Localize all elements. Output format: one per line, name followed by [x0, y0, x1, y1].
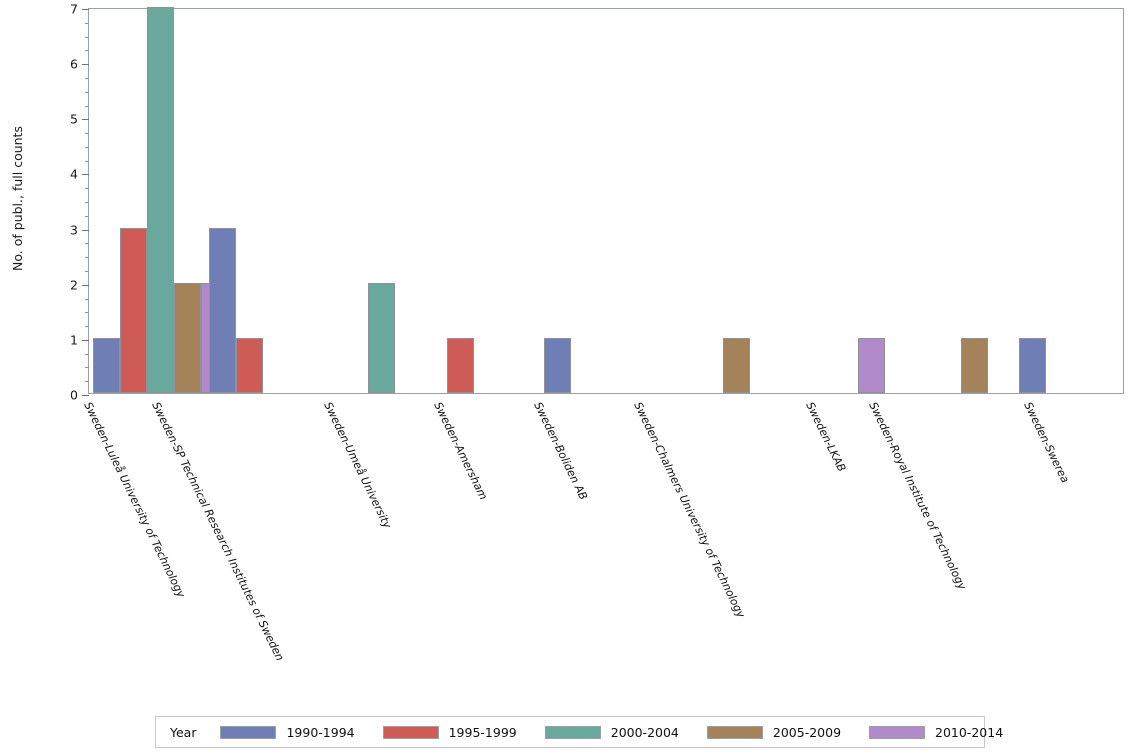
- bar[interactable]: [93, 337, 120, 393]
- x-axis-tick-label: Sweden-Royal Institute of Technology: [866, 400, 969, 592]
- y-axis-major-tick: [82, 284, 89, 286]
- legend-item[interactable]: 2010-2014: [869, 725, 1003, 740]
- y-axis-minor-tick: [85, 202, 89, 203]
- y-axis-minor-tick: [85, 257, 89, 259]
- bar[interactable]: [174, 282, 201, 393]
- y-axis-minor-tick: [85, 105, 89, 107]
- y-axis-minor-tick: [85, 312, 89, 314]
- legend-item[interactable]: 1990-1994: [220, 724, 355, 740]
- y-axis-minor-tick: [85, 22, 89, 24]
- bar[interactable]: [858, 337, 885, 393]
- y-axis-tick-label: 5: [70, 111, 78, 127]
- legend-item-label: 2005-2009: [772, 724, 842, 740]
- legend-item-label: 2010-2014: [935, 724, 1004, 740]
- y-axis-tick-label: 6: [70, 56, 78, 72]
- x-axis-tick-label: Sweden-Amersham: [431, 400, 490, 502]
- legend-title: Year: [170, 724, 197, 740]
- y-axis-tick-label: 7: [70, 1, 78, 17]
- bar[interactable]: [961, 337, 988, 393]
- legend-color-swatch: [544, 725, 601, 739]
- x-axis-tick-label: Sweden-Umeå University: [321, 400, 394, 531]
- legend-item-label: 2000-2004: [610, 724, 679, 740]
- x-axis-tick-label: Sweden-Swerea: [1021, 400, 1072, 485]
- y-axis-major-tick: [82, 339, 89, 341]
- x-axis-tick-label: Sweden-Chalmers University of Technology: [631, 400, 748, 620]
- bar[interactable]: [120, 227, 147, 393]
- y-axis-minor-tick: [85, 353, 89, 355]
- bar[interactable]: [447, 337, 474, 393]
- bar[interactable]: [723, 337, 750, 393]
- bar[interactable]: [147, 7, 174, 393]
- legend-color-swatch: [706, 725, 763, 739]
- bar[interactable]: [1019, 337, 1046, 393]
- legend-color-swatch: [220, 725, 277, 739]
- legend-item-label: 1995-1999: [448, 724, 517, 740]
- legend-item[interactable]: 1995-1999: [382, 724, 517, 740]
- y-axis-minor-tick: [85, 215, 89, 217]
- y-axis-minor-tick: [85, 298, 89, 300]
- bar[interactable]: [368, 282, 395, 393]
- y-axis-major-tick: [82, 395, 89, 396]
- y-axis-minor-tick: [85, 133, 89, 135]
- legend-item-label: 1990-1994: [286, 724, 355, 740]
- legend-color-swatch: [382, 725, 439, 739]
- y-axis-tick-label: 4: [70, 166, 78, 182]
- y-axis-minor-tick: [85, 91, 89, 93]
- y-axis-title: No. of publ., full counts: [6, 0, 28, 396]
- y-axis-tick-label: 1: [70, 332, 78, 348]
- y-axis-tick-label: 0: [70, 387, 78, 403]
- bar[interactable]: [544, 337, 571, 393]
- y-axis-major-tick: [82, 119, 89, 121]
- y-axis-minor-tick: [85, 50, 89, 52]
- y-axis-minor-tick: [85, 326, 89, 328]
- x-axis-labels: Sweden-Luleå University of Technology Swe…: [81, 396, 1124, 696]
- y-axis-minor-tick: [85, 188, 89, 190]
- y-axis-minor-tick: [85, 77, 89, 79]
- legend-color-swatch: [869, 725, 926, 739]
- x-axis-tick-label: Sweden-LKAB: [803, 400, 849, 474]
- y-axis-minor-tick: [85, 367, 89, 369]
- legend-item[interactable]: 2005-2009: [706, 724, 842, 740]
- y-axis-minor-tick: [85, 36, 89, 38]
- x-axis-tick-label: Sweden-SP Technical Research Institutes …: [149, 400, 287, 663]
- y-axis-title-label: No. of publ., full counts: [9, 125, 25, 271]
- y-axis-minor-tick: [85, 270, 89, 272]
- y-axis-major-tick: [82, 229, 89, 231]
- chart-legend: Year 1990-1994 1995-1999 2000-2004 2005-200…: [155, 716, 1003, 748]
- y-axis-minor-tick: [85, 243, 89, 245]
- y-axis-minor-tick: [85, 160, 89, 162]
- y-axis-major-tick: [82, 174, 89, 176]
- x-axis-tick-label: Sweden-Boliden AB: [531, 400, 590, 502]
- y-axis-major-tick: [82, 64, 89, 66]
- bar[interactable]: [236, 337, 263, 393]
- y-axis-tick-label: 3: [70, 222, 78, 238]
- y-axis-minor-tick: [85, 146, 89, 148]
- y-axis-tick-label: 2: [70, 277, 78, 293]
- legend-items: 1990-1994 1995-1999 2000-2004 2005-2009 2010…: [220, 725, 1031, 740]
- plot-inner: 0 1 2 3 4 5 6 7: [70, 2, 1123, 403]
- legend-item[interactable]: 2000-2004: [544, 724, 679, 740]
- plot-area: 0 1 2 3 4 5 6 7: [70, 2, 1124, 403]
- y-axis-major-tick: [82, 9, 89, 10]
- y-axis-minor-tick: [85, 381, 89, 383]
- bar[interactable]: [209, 227, 236, 393]
